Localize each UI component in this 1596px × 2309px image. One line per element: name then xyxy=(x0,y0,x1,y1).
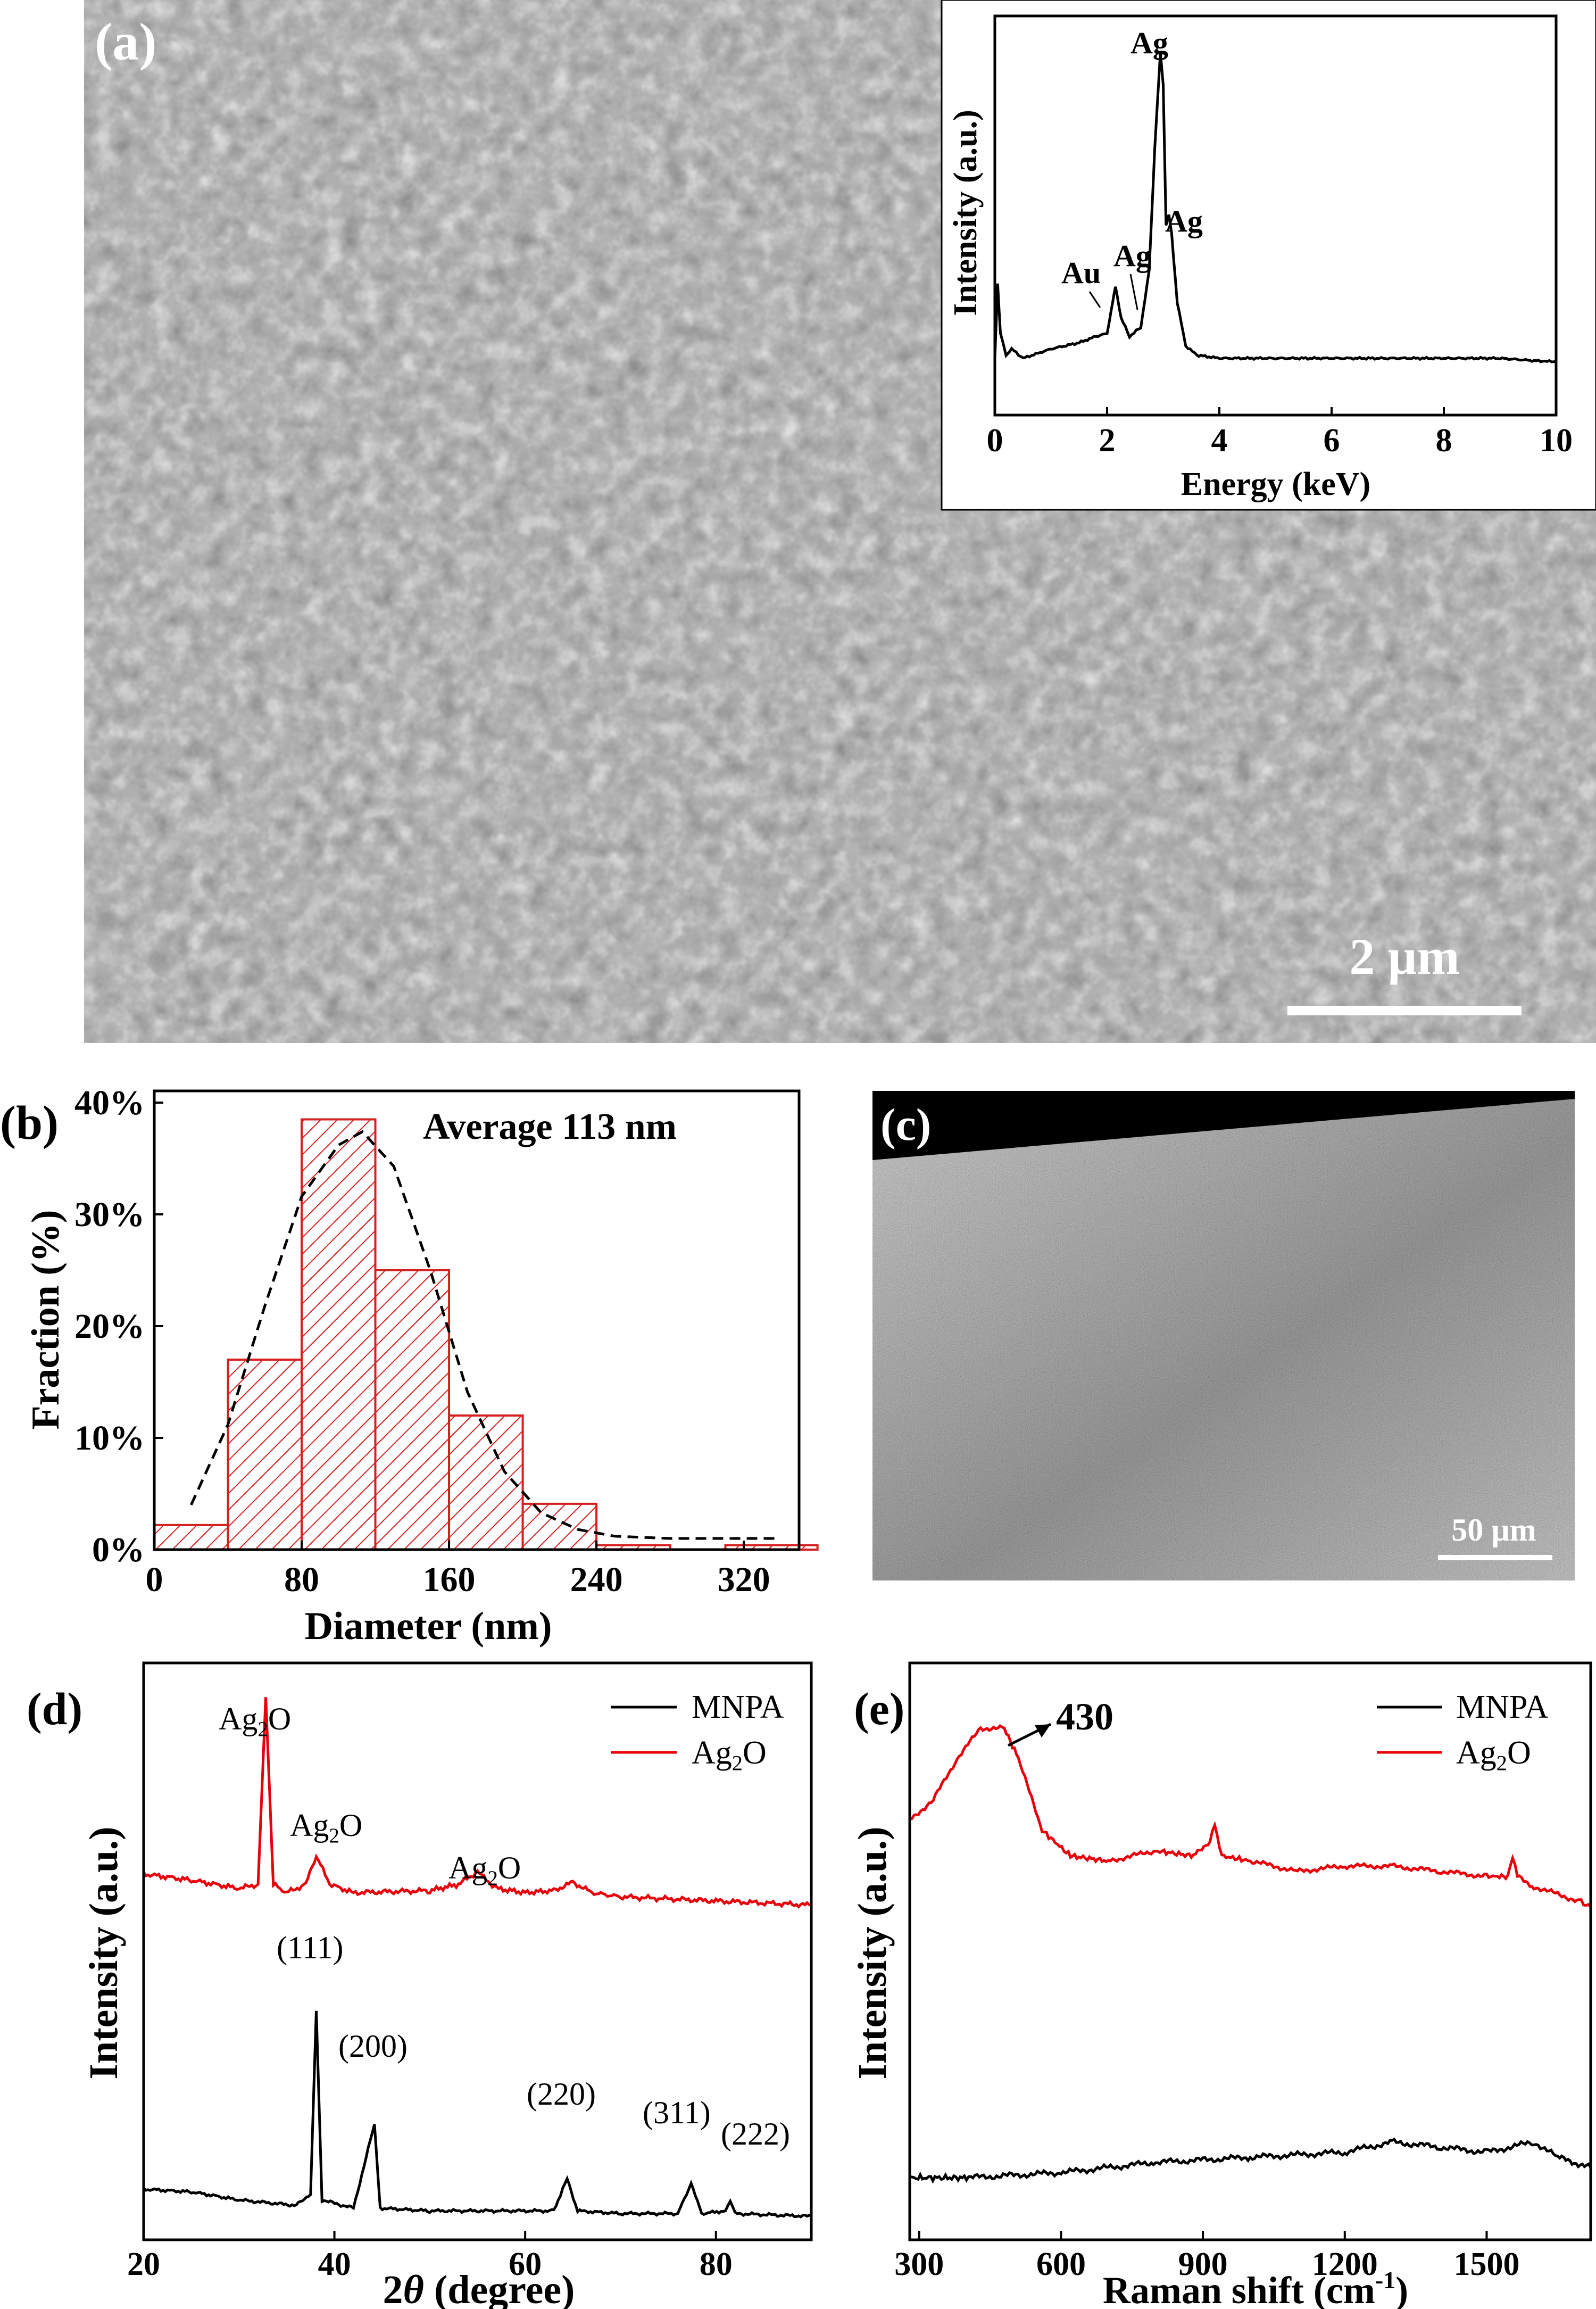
xrd-line-ag2o xyxy=(142,1697,812,1909)
eds-peak-label-ag-small: Ag xyxy=(1113,238,1151,273)
histogram-x-tick-label: 320 xyxy=(718,1560,770,1599)
panel-label-e: (e) xyxy=(854,1683,904,1734)
histogram-frame xyxy=(153,1089,801,1551)
eds-xlabel: Energy (keV) xyxy=(1181,466,1370,502)
histogram-y-tick-label: 30% xyxy=(74,1195,145,1234)
eds-x-tick-label: 10 xyxy=(1540,423,1573,459)
raman-x-tick-label: 1500 xyxy=(1453,2246,1519,2282)
eds-x-ticks: 0 2 4 6 8 10 xyxy=(987,407,1573,459)
histogram-bar xyxy=(448,1414,524,1551)
panel-label-d: (d) xyxy=(27,1683,82,1734)
xrd-x-tick-label: 60 xyxy=(509,2246,542,2282)
histogram-y-tick-label: 0% xyxy=(92,1530,145,1569)
xrd-frame xyxy=(142,1661,813,2241)
xrd-peak-label-311: (311) xyxy=(643,2095,711,2130)
sem-image-c-shade xyxy=(872,1091,1575,1580)
legend-label-mnpa: MNPA xyxy=(692,1689,784,1725)
eds-au-pointer xyxy=(1088,291,1101,308)
raman-x-tick-label: 900 xyxy=(1178,2246,1228,2282)
eds-peak-label-au: Au xyxy=(1061,255,1101,290)
panel-a: (a) 2 µm 0 2 4 6 8 10 Energy (keV) Intensity … xyxy=(84,0,1596,1043)
histogram-bar xyxy=(301,1118,377,1551)
panel-e: (e) 300 600 900 1200 1500 MNPA Ag2O 430 Rama… xyxy=(850,1661,1592,2309)
xrd-peak-label-222: (222) xyxy=(721,2116,790,2151)
scalebar-label-a: 2 µm xyxy=(1349,928,1459,985)
scalebar-a xyxy=(1287,1006,1522,1015)
legend-label-ag2o: Ag2O xyxy=(692,1735,767,1775)
xrd-x-tick-label: 20 xyxy=(127,2246,160,2282)
eds-x-tick-label: 8 xyxy=(1436,423,1452,459)
eds-x-tick-label: 0 xyxy=(987,423,1003,459)
histogram-ylabel: Fraction (%) xyxy=(24,1210,68,1429)
xrd-ylabel: Intensity (a.u.) xyxy=(81,1826,126,2079)
xrd-line-mnpa xyxy=(143,2010,812,2219)
xrd-peak-label-ag2o-2: Ag2O xyxy=(290,1808,362,1847)
eds-peak-label-ag-right: Ag xyxy=(1165,204,1203,238)
panel-label-a: (a) xyxy=(95,12,157,71)
histogram-y-tick-label: 40% xyxy=(74,1083,145,1122)
xrd-peak-label-220: (220) xyxy=(527,2076,596,2112)
xrd-x-ticks: 20 40 60 80 xyxy=(127,2231,733,2282)
eds-ylabel: Intensity (a.u.) xyxy=(947,110,984,316)
raman-peak-label: 430 xyxy=(1056,1695,1113,1738)
legend-label-mnpa-e: MNPA xyxy=(1456,1689,1549,1725)
histogram-annotation: Average 113 nm xyxy=(423,1106,677,1147)
raman-ylabel: Intensity (a.u.) xyxy=(850,1826,895,2079)
xrd-x-tick-label: 80 xyxy=(700,2246,733,2282)
xrd-peak-label-111: (111) xyxy=(277,1930,344,1965)
histogram-x-tick-label: 240 xyxy=(570,1560,623,1599)
eds-spectrum-line xyxy=(993,52,1557,363)
legend-label-ag2o-e: Ag2O xyxy=(1456,1735,1531,1775)
gaussian-fit-curve xyxy=(190,1130,781,1540)
panel-d: (d) 20 40 60 80 MNPA Ag2O Ag2O Ag2O Ag2O (1… xyxy=(27,1661,813,2309)
xrd-xlabel: 2θ (degree) xyxy=(383,2267,575,2309)
histogram-bars xyxy=(153,1118,819,1551)
raman-x-tick-label: 600 xyxy=(1036,2246,1086,2282)
eds-inset-background xyxy=(941,0,1596,511)
scalebar-label-c: 50 µm xyxy=(1451,1512,1536,1547)
sem-image-c-dark-edge xyxy=(872,1091,1575,1160)
eds-peak-label-ag-main: Ag xyxy=(1130,26,1168,60)
raman-frame xyxy=(908,1661,1592,2241)
eds-x-tick-label: 6 xyxy=(1324,423,1340,459)
histogram-bar xyxy=(374,1269,451,1551)
eds-ag-pointer xyxy=(1129,274,1138,310)
raman-x-tick-label: 300 xyxy=(894,2246,944,2282)
xrd-peak-label-ag2o-3: Ag2O xyxy=(448,1850,521,1890)
raman-line-mnpa xyxy=(909,2137,1592,2184)
xrd-peak-label-ag2o-1: Ag2O xyxy=(219,1701,291,1741)
histogram-xlabel: Diameter (nm) xyxy=(304,1604,552,1648)
panel-b: (b) 0 80 160 240 320 0% 10% 20% 30% 40% Average … xyxy=(0,1083,819,1648)
xrd-x-tick-label: 40 xyxy=(318,2246,351,2282)
panel-label-b: (b) xyxy=(0,1097,59,1149)
raman-peak-arrowhead xyxy=(1035,1724,1051,1737)
raman-x-ticks: 300 600 900 1200 1500 xyxy=(894,2231,1519,2282)
scalebar-c xyxy=(1438,1555,1552,1560)
xrd-peak-label-200: (200) xyxy=(338,2029,408,2064)
eds-x-tick-label: 2 xyxy=(1099,423,1116,459)
histogram-bar xyxy=(153,1524,229,1551)
panel-c: (c) 50 µm xyxy=(872,1091,1575,1580)
eds-x-tick-label: 4 xyxy=(1211,423,1228,459)
histogram-bar xyxy=(521,1502,598,1551)
histogram-x-tick-label: 160 xyxy=(423,1560,476,1599)
raman-line-ag2o xyxy=(909,1724,1592,1908)
panel-label-c: (c) xyxy=(880,1099,931,1150)
histogram-x-ticks: 0 80 160 240 320 xyxy=(146,1541,770,1599)
eds-plot-frame xyxy=(993,14,1558,417)
raman-x-tick-label: 1200 xyxy=(1312,2246,1378,2282)
histogram-y-tick-label: 10% xyxy=(74,1419,145,1458)
raman-xlabel: Raman shift (cm-1) xyxy=(1103,2266,1408,2309)
histogram-x-tick-label: 0 xyxy=(146,1560,163,1599)
histogram-y-ticks: 0% 10% 20% 30% 40% xyxy=(74,1083,163,1569)
histogram-x-tick-label: 80 xyxy=(284,1560,319,1599)
histogram-y-tick-label: 20% xyxy=(74,1307,145,1346)
